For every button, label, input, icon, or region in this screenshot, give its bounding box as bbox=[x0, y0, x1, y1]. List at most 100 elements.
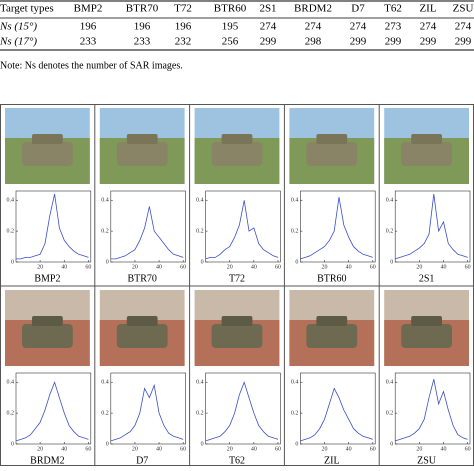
y-tick-label: 0.4 bbox=[101, 380, 109, 386]
table-cell: 298 bbox=[305, 36, 322, 48]
x-tick-label: 60 bbox=[85, 446, 91, 452]
x-tick-label: 60 bbox=[275, 446, 281, 452]
table-cell: 299 bbox=[350, 36, 367, 48]
photo-vehicle-top bbox=[411, 316, 442, 326]
table-cell: 232 bbox=[175, 36, 192, 48]
y-tick-label: 0.2 bbox=[291, 229, 299, 235]
panel-label: T72 bbox=[229, 273, 245, 284]
photo-vehicle bbox=[306, 142, 358, 166]
table-header: T62 bbox=[384, 3, 402, 15]
y-tick-label: 0 bbox=[201, 259, 204, 265]
y-tick-label: 0 bbox=[11, 441, 14, 447]
photo-vehicle bbox=[116, 324, 168, 348]
table-header: ZSU bbox=[453, 3, 474, 15]
x-tick-label: 40 bbox=[156, 446, 162, 452]
y-tick-label: 0.4 bbox=[291, 380, 299, 386]
y-tick-label: 0 bbox=[11, 259, 14, 265]
plot-frame bbox=[300, 190, 376, 263]
y-tick-label: 0 bbox=[295, 259, 298, 265]
photo-vehicle-top bbox=[316, 134, 348, 144]
table-header: T72 bbox=[174, 3, 192, 15]
photo-vehicle bbox=[211, 324, 263, 348]
profile-line bbox=[16, 194, 89, 260]
note: Note: Ns denotes the number of SAR image… bbox=[0, 60, 183, 71]
panel-label: BMP2 bbox=[34, 273, 60, 284]
table-cell: 299 bbox=[385, 36, 402, 48]
x-tick-label: 40 bbox=[346, 264, 352, 270]
profile-line bbox=[300, 197, 373, 260]
x-tick-label: 20 bbox=[227, 446, 233, 452]
photo-vehicle-top bbox=[126, 134, 158, 144]
y-tick-label: 0.4 bbox=[7, 380, 15, 386]
y-tick-label: 0 bbox=[106, 259, 109, 265]
photo-vehicle bbox=[22, 324, 73, 348]
table-cell: 299 bbox=[420, 36, 437, 48]
panel-label: ZSU bbox=[417, 455, 437, 466]
x-tick-label: 20 bbox=[322, 446, 328, 452]
table-header: D7 bbox=[351, 3, 365, 15]
photo-vehicle bbox=[401, 142, 452, 166]
y-tick-label: 0.4 bbox=[196, 380, 204, 386]
y-tick-label: 0.2 bbox=[196, 229, 204, 235]
x-tick-label: 60 bbox=[180, 264, 186, 270]
photo-vehicle-top bbox=[126, 316, 158, 326]
x-tick-label: 40 bbox=[440, 446, 446, 452]
y-tick-label: 0.2 bbox=[196, 411, 204, 417]
table-cell: 233 bbox=[134, 36, 151, 48]
y-tick-label: 0.2 bbox=[291, 411, 299, 417]
profile-line bbox=[395, 194, 468, 260]
y-tick-label: 0.2 bbox=[386, 411, 394, 417]
plot-frame bbox=[205, 190, 281, 263]
photo-vehicle bbox=[401, 324, 452, 348]
y-tick-label: 0.2 bbox=[7, 229, 15, 235]
table-header: BTR70 bbox=[126, 3, 159, 15]
table-cell: 299 bbox=[455, 36, 472, 48]
profile-line bbox=[110, 383, 184, 442]
plot-frame bbox=[394, 190, 471, 263]
profile-line bbox=[205, 381, 279, 442]
x-tick-label: 20 bbox=[416, 446, 422, 452]
x-tick-label: 40 bbox=[346, 446, 352, 452]
photo-vehicle-top bbox=[32, 134, 63, 144]
x-tick-label: 60 bbox=[180, 446, 186, 452]
panel-label: BRDM2 bbox=[30, 455, 64, 466]
photo-vehicle bbox=[22, 142, 73, 166]
panel-label: D7 bbox=[136, 455, 148, 466]
table-header: Target types bbox=[0, 3, 54, 15]
x-tick-label: 60 bbox=[370, 446, 376, 452]
x-tick-label: 20 bbox=[416, 264, 422, 270]
plot-frame bbox=[205, 372, 281, 445]
y-tick-label: 0 bbox=[390, 441, 393, 447]
y-tick-label: 0.4 bbox=[7, 198, 15, 204]
table-cell: Ns (15°) bbox=[0, 21, 37, 33]
y-tick-label: 0.2 bbox=[7, 411, 15, 417]
y-tick-label: 0.4 bbox=[101, 198, 109, 204]
x-tick-label: 20 bbox=[227, 264, 233, 270]
y-tick-label: 0 bbox=[106, 441, 109, 447]
table-cell: 299 bbox=[260, 36, 277, 48]
y-tick-label: 0.2 bbox=[101, 411, 109, 417]
y-tick-label: 0.4 bbox=[386, 380, 394, 386]
table-cell: 274 bbox=[305, 21, 322, 33]
x-tick-label: 40 bbox=[251, 264, 257, 270]
table-header: 2S1 bbox=[259, 3, 276, 15]
table-header: BMP2 bbox=[74, 3, 103, 15]
table-header: BRDM2 bbox=[294, 3, 332, 15]
y-tick-label: 0.4 bbox=[386, 198, 394, 204]
plot-frame bbox=[15, 190, 92, 263]
x-tick-label: 20 bbox=[37, 264, 43, 270]
profile-line bbox=[205, 200, 279, 260]
y-tick-label: 0.4 bbox=[196, 198, 204, 204]
table-cell: 195 bbox=[222, 21, 239, 33]
x-tick-label: 60 bbox=[465, 264, 471, 270]
table-cell: 274 bbox=[350, 21, 367, 33]
x-tick-label: 40 bbox=[61, 446, 67, 452]
y-tick-label: 0 bbox=[295, 441, 298, 447]
profile-line bbox=[15, 381, 89, 442]
y-tick-label: 0.2 bbox=[386, 229, 394, 235]
table-header: ZIL bbox=[419, 3, 436, 15]
panel-label: BTR60 bbox=[317, 273, 346, 284]
photo-vehicle-top bbox=[316, 316, 348, 326]
plot-frame bbox=[110, 190, 186, 263]
x-tick-label: 60 bbox=[275, 264, 281, 270]
